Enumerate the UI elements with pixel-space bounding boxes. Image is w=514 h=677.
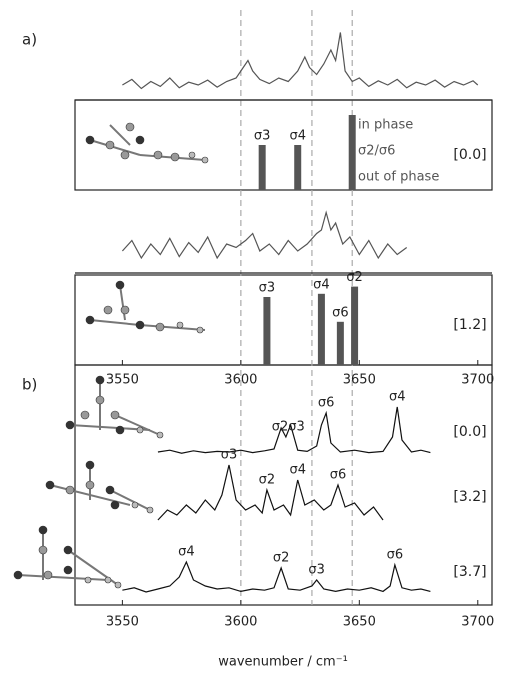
stick-label: σ3 (254, 129, 271, 144)
stick-side-label: σ2/σ6 (358, 144, 395, 159)
stick-label: σ6 (332, 305, 349, 320)
x-tick-label: 3550 (106, 373, 139, 388)
stick (263, 297, 270, 365)
peak-label: σ6 (387, 548, 404, 563)
stick (294, 145, 301, 190)
conformer-label: [0.0] (453, 147, 486, 163)
stick-label: σ2 (346, 270, 363, 285)
stick-label: σ4 (313, 277, 330, 292)
x-tick-label: 3700 (461, 373, 494, 388)
stick (351, 287, 358, 365)
x-tick-label: 3650 (343, 373, 376, 388)
spectrum-line (122, 213, 406, 259)
peak-label: σ6 (330, 468, 347, 483)
x-tick-label: 3550 (106, 615, 139, 630)
peak-label: σ4 (289, 463, 306, 478)
peak-label: σ2 (273, 551, 290, 566)
panel-frame (75, 365, 492, 605)
x-tick-label: 3700 (461, 615, 494, 630)
peak-label: σ3 (221, 448, 238, 463)
molecule (86, 123, 208, 163)
conformer-label: [3.2] (453, 489, 486, 505)
conformer-label: [0.0] (453, 424, 486, 440)
stick (259, 145, 266, 190)
panel-label: b) (22, 376, 37, 394)
peak-label: σ2σ3 (272, 420, 305, 435)
molecule (46, 461, 153, 513)
x-tick-label: 3600 (224, 615, 257, 630)
x-axis-label: wavenumber / cm⁻¹ (218, 655, 348, 670)
stick-side-label: out of phase (358, 170, 439, 185)
spectrum-line (122, 33, 477, 89)
x-tick-label: 3600 (224, 373, 257, 388)
stick (337, 322, 344, 365)
peak-label: σ2 (259, 473, 276, 488)
molecule (14, 526, 121, 588)
panel-frame (75, 275, 492, 365)
stick (318, 294, 325, 365)
conformer-label: [3.7] (453, 564, 486, 580)
molecule (86, 281, 205, 333)
peak-label: σ4 (389, 390, 406, 405)
peak-label: σ3 (308, 563, 325, 578)
peak-label: σ6 (318, 396, 335, 411)
panel-label: a) (22, 31, 37, 49)
stick-label: σ4 (289, 129, 306, 144)
stick-side-label: in phase (358, 118, 413, 133)
conformer-label: [1.2] (453, 317, 486, 333)
spectrum-line (122, 562, 430, 592)
stick-label: σ3 (259, 281, 276, 296)
peak-label: σ4 (178, 545, 195, 560)
stick (349, 115, 356, 190)
x-tick-label: 3650 (343, 615, 376, 630)
page: {"chart_data": [ {"type": "line", "panel… (0, 0, 514, 677)
figure: a) [0.0] σ3 σ4 in phase σ2/σ6 out of phase [1.2… (0, 0, 514, 677)
